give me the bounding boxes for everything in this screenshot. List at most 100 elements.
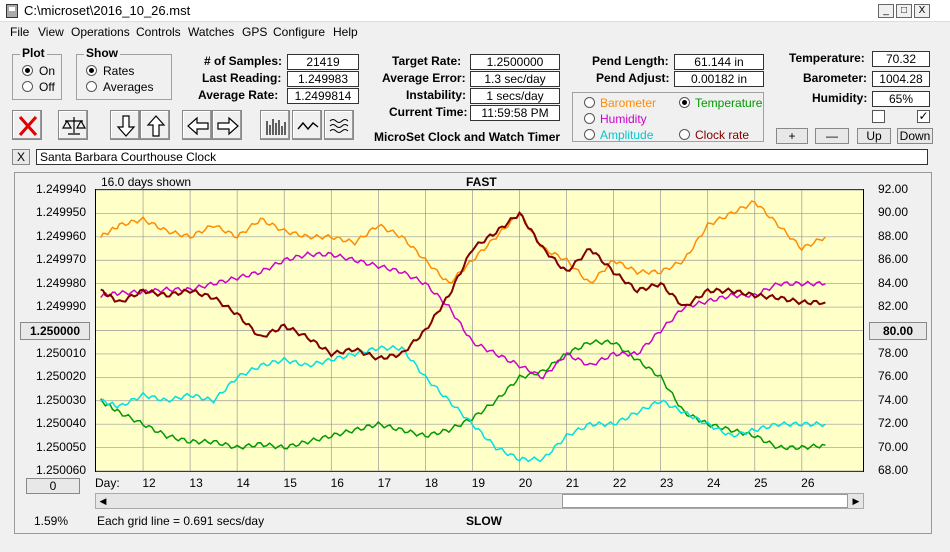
left-axis-tick: 1.250040	[35, 416, 86, 431]
plot-group-title: Plot	[20, 46, 47, 60]
temperature-field: 70.32	[872, 51, 930, 67]
show-averages-label: Averages	[103, 80, 154, 94]
clock-rate-option-label: Clock rate	[695, 128, 750, 142]
app-icon	[6, 4, 18, 18]
average-rate-label: Average Rate:	[198, 88, 279, 102]
right-checkbox[interactable]: ✓	[917, 109, 930, 123]
stop-button[interactable]	[12, 110, 42, 140]
grid-note-label: Each grid line = 0.691 secs/day	[97, 514, 265, 528]
title-bar	[0, 0, 950, 22]
x-axis-tick: 22	[612, 476, 627, 490]
maximize-button[interactable]: □	[896, 4, 912, 18]
right-axis-tick: 86.00	[877, 252, 908, 267]
balance-button[interactable]	[58, 110, 88, 140]
right-axis-tick: 88.00	[877, 228, 908, 243]
right-arrow-button[interactable]	[212, 110, 242, 140]
balance-scale-icon	[61, 117, 87, 135]
left-axis-tick: 1.249960	[35, 228, 86, 243]
x-axis-tick: 16	[330, 476, 344, 490]
scroll-right-icon[interactable]: ▶	[852, 496, 860, 506]
series-line-amplitude	[100, 344, 826, 463]
menu-configure[interactable]: Configure	[273, 25, 326, 39]
x-axis-tick: 26	[801, 476, 815, 490]
temperature-option-label: Temperature	[695, 96, 763, 110]
x-axis-tick: 13	[189, 476, 203, 490]
show-rates-radio[interactable]	[86, 65, 97, 76]
x-axis-tick: 18	[424, 476, 439, 490]
target-rate-field[interactable]: 1.2500000	[470, 54, 560, 70]
target-rate-label: Target Rate:	[392, 54, 462, 68]
x-axis-tick: 15	[283, 476, 297, 490]
barometer-label: Barometer:	[803, 71, 868, 85]
menu-gps[interactable]: GPS	[242, 25, 268, 39]
left-axis-tick: 1.249980	[35, 275, 86, 290]
pend-length-field[interactable]: 61.144 in	[674, 54, 764, 70]
slow-label: SLOW	[466, 514, 502, 528]
x-axis-tick: 24	[707, 476, 721, 490]
right-axis-tick: 90.00	[877, 205, 908, 220]
left-axis-tick: 1.249990	[35, 299, 86, 314]
right-axis-tick: 72.00	[877, 416, 908, 431]
menu-file[interactable]: File	[10, 25, 30, 39]
right-axis-center-button[interactable]: 80.00	[869, 322, 927, 340]
humidity-field: 65%	[872, 91, 930, 107]
fast-label: FAST	[466, 175, 497, 189]
show-averages-radio[interactable]	[86, 81, 97, 92]
plot-off-label: Off	[39, 80, 55, 94]
clear-description-button[interactable]: X	[12, 149, 30, 165]
plot-on-radio[interactable]	[22, 65, 33, 76]
line-chart-icon	[297, 121, 319, 131]
samples-field: 21419	[287, 54, 359, 70]
humidity-label: Humidity:	[812, 91, 868, 105]
barometer-field: 1004.28	[872, 71, 930, 87]
x-axis-tick: 25	[754, 476, 768, 490]
last-reading-field: 1.249983	[287, 71, 359, 87]
bar-chart-button[interactable]	[260, 110, 290, 140]
left-axis-tick: 1.249940	[35, 182, 86, 196]
x-axis-tick: 20	[518, 476, 533, 490]
show-group	[76, 54, 172, 100]
left-axis-tick: 1.250060	[35, 463, 86, 477]
description-field[interactable]: Santa Barbara Courthouse Clock	[36, 149, 928, 165]
left-axis-tick: 1.250010	[35, 345, 86, 360]
right-axis-tick: 82.00	[877, 299, 908, 314]
scroll-left-icon[interactable]: ◀	[99, 496, 107, 506]
left-axis-tick: 1.250050	[35, 439, 86, 454]
temperature-radio[interactable]	[679, 97, 690, 108]
menu-watches[interactable]: Watches	[188, 25, 235, 39]
plot-off-radio[interactable]	[22, 81, 33, 92]
up-button[interactable]: Up	[857, 128, 891, 144]
menu-view[interactable]: View	[38, 25, 64, 39]
up-arrow-button[interactable]	[140, 110, 170, 140]
clock-rate-radio[interactable]	[679, 129, 690, 140]
current-time-field: 11:59:58 PM	[470, 105, 560, 121]
bottom-left-button[interactable]: 0	[26, 478, 80, 494]
wave-chart-button[interactable]	[324, 110, 354, 140]
menu-help[interactable]: Help	[333, 25, 358, 39]
down-arrow-button[interactable]	[110, 110, 140, 140]
left-checkbox[interactable]	[872, 110, 885, 123]
x-axis-tick: 14	[236, 476, 250, 490]
minus-button[interactable]: —	[815, 128, 849, 144]
x-axis-tick: 19	[471, 476, 486, 490]
minimize-button[interactable]: _	[878, 4, 894, 18]
left-arrow-button[interactable]	[182, 110, 212, 140]
left-axis-center-button[interactable]: 1.250000	[20, 322, 90, 340]
amplitude-radio[interactable]	[584, 129, 595, 140]
humidity-radio[interactable]	[584, 113, 595, 124]
menu-operations[interactable]: Operations	[71, 25, 130, 39]
menu-controls[interactable]: Controls	[136, 25, 181, 39]
barometer-radio[interactable]	[584, 97, 595, 108]
menu-bar: File View Operations Controls Watches GP…	[0, 22, 950, 42]
show-rates-label: Rates	[103, 64, 135, 78]
close-button[interactable]: X	[914, 4, 930, 18]
plus-button[interactable]: +	[776, 128, 808, 144]
app-name-label: MicroSet Clock and Watch Timer	[374, 130, 561, 144]
down-button[interactable]: Down	[897, 128, 933, 144]
current-time-label: Current Time:	[389, 105, 468, 119]
series-line-humidity	[100, 251, 826, 380]
arrow-up-icon	[146, 115, 166, 137]
scroll-thumb[interactable]	[562, 494, 848, 508]
line-chart-button[interactable]	[292, 110, 322, 140]
